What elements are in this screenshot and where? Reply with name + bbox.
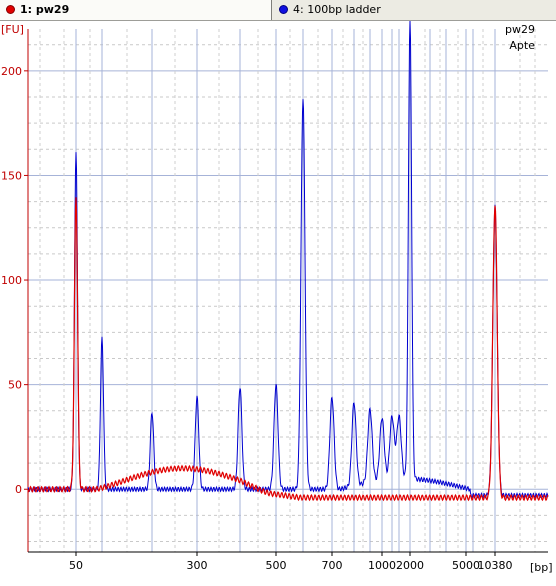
- tab-label: 4: 100bp ladder: [293, 3, 381, 16]
- x-tick-label: 10380: [478, 559, 513, 572]
- y-tick-label: 150: [1, 169, 22, 182]
- x-tick-label: 1000: [368, 559, 396, 572]
- annotation-sample: pw29: [505, 23, 535, 36]
- sample-tab-bar: 1: pw29 4: 100bp ladder: [0, 0, 556, 21]
- traces: [27, 21, 549, 502]
- blue-dot-icon: [279, 5, 288, 14]
- y-tick-label: 100: [1, 274, 22, 287]
- labels: [FU] [bp] pw29 Apte: [1, 23, 553, 574]
- x-tick-label: 50: [69, 559, 83, 572]
- y-tick-label: 0: [15, 483, 22, 496]
- x-tick-label: 300: [187, 559, 208, 572]
- tab-label: 1: pw29: [20, 3, 70, 16]
- series-line-sample: [27, 197, 549, 502]
- x-tick-label: 700: [322, 559, 343, 572]
- series-line-ladder: [27, 21, 549, 499]
- red-dot-icon: [6, 5, 15, 14]
- electropherogram-chart: 0 50 100 150 200 50 300 500 700 1000 2000 500010380…: [0, 21, 556, 586]
- x-axis-label: [bp]: [530, 561, 553, 574]
- tab-sample-pw29[interactable]: 1: pw29: [0, 0, 272, 20]
- x-tick-label: 500: [266, 559, 287, 572]
- annotation-method: Apte: [509, 39, 535, 52]
- x-tick-label: 2000: [396, 559, 424, 572]
- tab-100bp-ladder[interactable]: 4: 100bp ladder: [273, 0, 556, 20]
- x-tick-label: 5000: [452, 559, 480, 572]
- y-axis-label: [FU]: [1, 23, 24, 36]
- y-tick-label: 50: [8, 379, 22, 392]
- y-tick-label: 200: [1, 65, 22, 78]
